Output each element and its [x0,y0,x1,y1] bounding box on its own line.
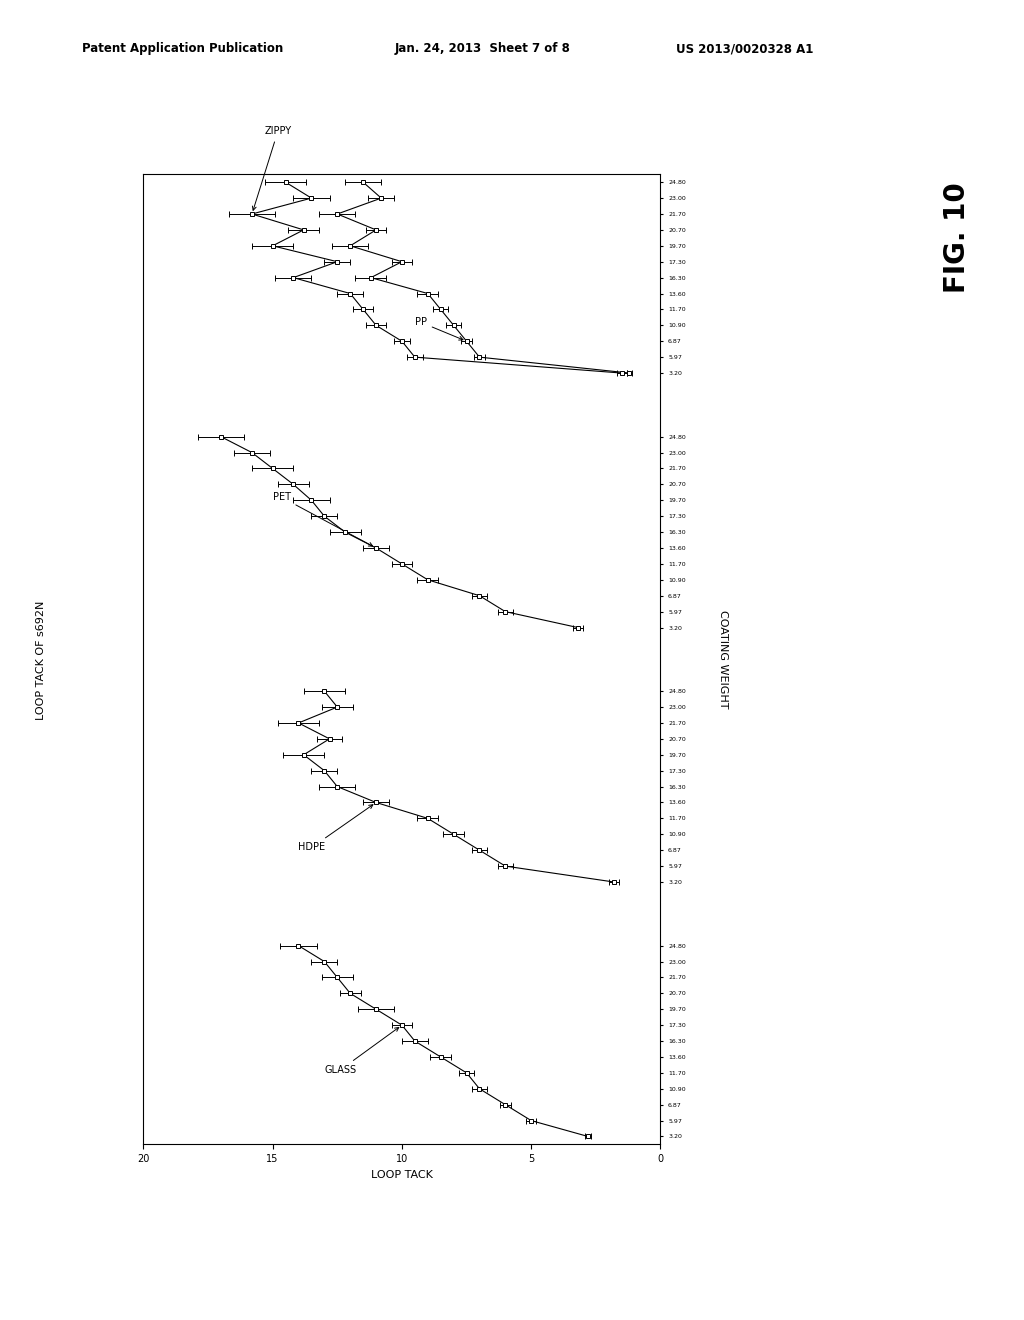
X-axis label: LOOP TACK: LOOP TACK [371,1170,433,1180]
Y-axis label: COATING WEIGHT: COATING WEIGHT [718,610,727,709]
Text: PET: PET [272,492,373,546]
Text: Jan. 24, 2013  Sheet 7 of 8: Jan. 24, 2013 Sheet 7 of 8 [394,42,570,55]
Text: FIG. 10: FIG. 10 [943,182,972,293]
Text: HDPE: HDPE [299,805,373,853]
Text: LOOP TACK OF s692N: LOOP TACK OF s692N [36,601,46,719]
Text: GLASS: GLASS [325,1027,398,1074]
Text: Patent Application Publication: Patent Application Publication [82,42,284,55]
Text: PP: PP [415,317,463,341]
Text: US 2013/0020328 A1: US 2013/0020328 A1 [676,42,813,55]
Text: ZIPPY: ZIPPY [253,127,292,210]
